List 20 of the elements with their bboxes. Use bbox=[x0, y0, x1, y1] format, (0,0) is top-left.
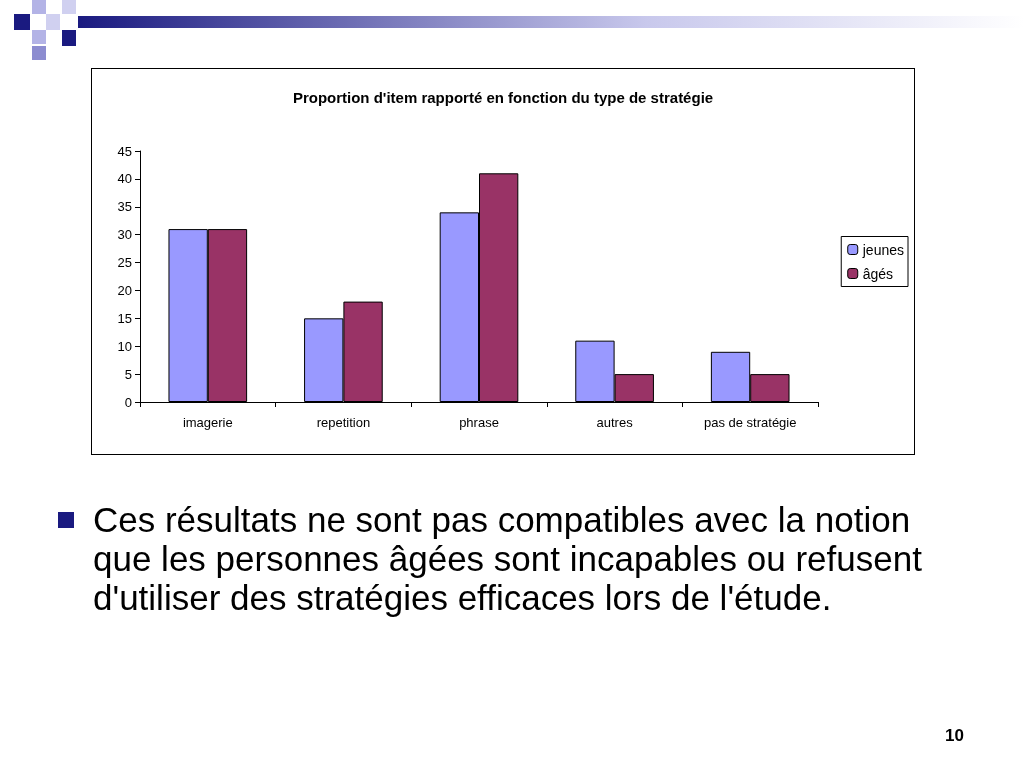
chart-title: Proportion d'item rapporté en fonction du type de stratégie bbox=[292, 89, 714, 106]
y-tick-label: 40 bbox=[117, 171, 132, 187]
y-tick-label: 25 bbox=[117, 255, 132, 271]
text: Ces résultats ne sont pas compatibles avec la notion que les personnes âgées sont incapables ou refusent d'utiliser des stratégies efficaces lors de l'étude. bbox=[93, 500, 923, 617]
y-tick-label: 0 bbox=[124, 394, 132, 410]
x-tick-label: phrase bbox=[459, 415, 499, 430]
x-tick-label: autres bbox=[596, 415, 634, 430]
legend-label: âgés bbox=[862, 265, 894, 282]
text: 10 bbox=[944, 726, 964, 746]
y-tick-label: 30 bbox=[117, 227, 132, 243]
x-tick-label: imagerie bbox=[182, 415, 233, 430]
y-tick-label: 10 bbox=[117, 338, 132, 354]
y-tick-label: 5 bbox=[124, 366, 132, 382]
y-tick-label: 35 bbox=[117, 199, 132, 215]
legend-label: jeunes bbox=[861, 241, 905, 258]
y-tick-label: 15 bbox=[117, 310, 132, 326]
y-tick-label: 45 bbox=[117, 143, 132, 159]
x-tick-label: repetition bbox=[316, 415, 371, 430]
x-tick-label: pas de stratégie bbox=[703, 415, 797, 430]
y-tick-label: 20 bbox=[117, 282, 132, 298]
